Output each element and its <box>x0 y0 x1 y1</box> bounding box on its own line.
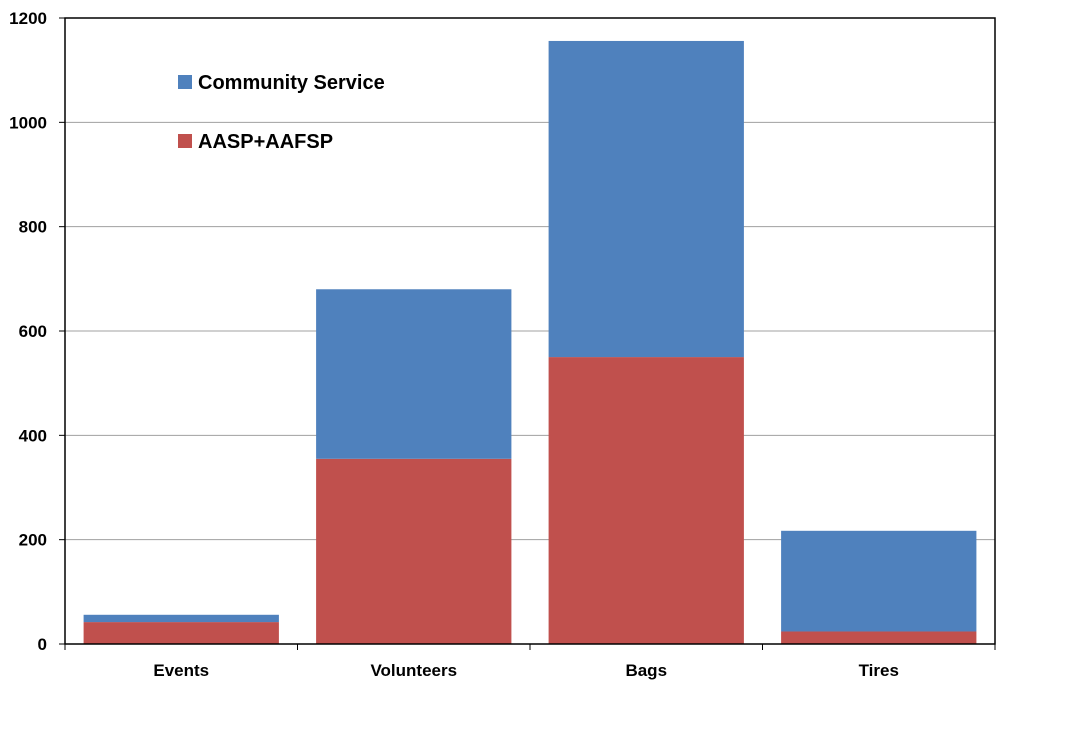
y-tick-label: 800 <box>19 218 47 237</box>
x-tick-label: Tires <box>859 661 899 680</box>
plot-area-border <box>64 17 996 645</box>
bar-events-aasp-aafsp <box>83 622 279 644</box>
bar-tires-aasp-aafsp <box>781 631 977 644</box>
legend: Community Service AASP+AAFSP <box>178 72 385 153</box>
y-tick-label: 200 <box>19 531 47 550</box>
bar-events-community-service <box>83 614 279 623</box>
legend-label-aasp-aafsp: AASP+AAFSP <box>198 131 333 153</box>
x-tick-label: Volunteers <box>370 661 457 680</box>
legend-label-community-service: Community Service <box>198 72 385 94</box>
y-tick-label: 400 <box>19 426 47 445</box>
y-tick-label: 1200 <box>9 9 47 28</box>
axes <box>59 17 996 650</box>
y-tick-label: 600 <box>19 322 47 341</box>
bar-volunteers-aasp-aafsp <box>316 458 512 644</box>
y-tick-label: 1000 <box>9 113 47 132</box>
bar-bags-community-service <box>548 40 744 358</box>
legend-swatch-aasp-aafsp <box>178 134 192 148</box>
bar-tires-community-service <box>781 530 977 632</box>
bar-volunteers-community-service <box>316 289 512 459</box>
axis-labels: 0 200 400 600 800 1000 1200 Events Volunteers Bag… <box>9 9 899 680</box>
y-tick-label: 0 <box>38 635 47 654</box>
x-tick-label: Events <box>153 661 209 680</box>
gridlines <box>65 17 995 541</box>
bar-bags-aasp-aafsp <box>548 357 744 644</box>
legend-swatch-community-service <box>178 75 192 89</box>
x-tick-label: Bags <box>625 661 667 680</box>
bars <box>83 40 977 644</box>
